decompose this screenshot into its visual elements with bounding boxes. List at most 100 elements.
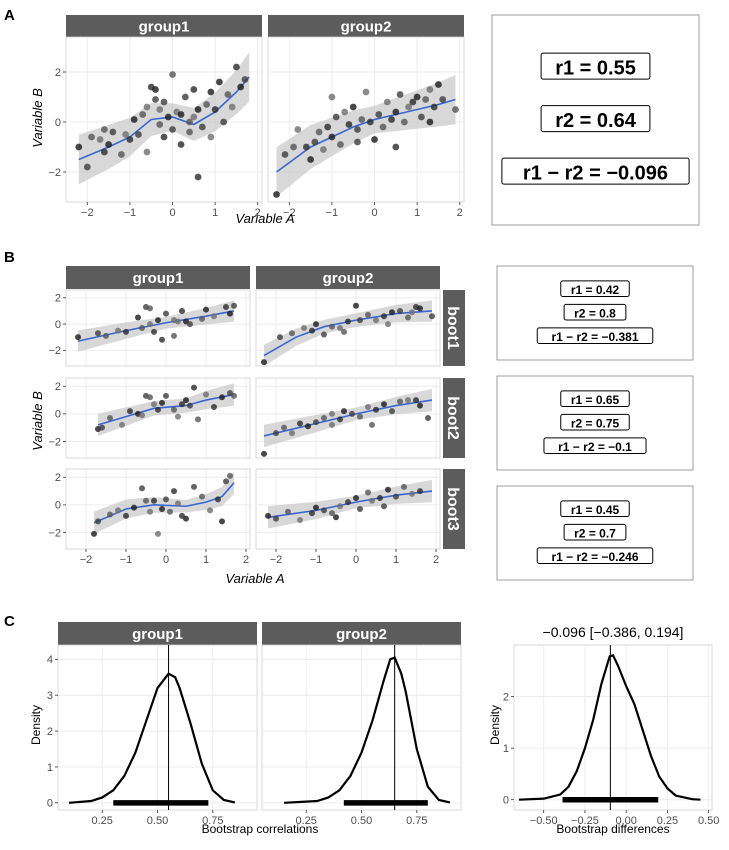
panel-b-boot3-group2-ticklabel-x: 1 <box>393 554 399 566</box>
panel-b-boot3-group2-ticklabel-x: 0 <box>353 554 359 566</box>
panel-a-group2-point <box>392 143 400 151</box>
panel-b-boot2-group2-point <box>405 397 411 404</box>
panel-a-group1-point <box>233 63 240 71</box>
panel-b-boot3-group2-point <box>381 503 387 510</box>
panel-a-group1-point <box>169 71 176 78</box>
panel-b-boot3-group1-point <box>155 530 161 537</box>
panel-b-boot3-strip-label: boot3 <box>444 487 461 531</box>
panel-b-boot1-group1-point <box>203 306 209 313</box>
panel-b-boot2-group1-smooth-line <box>97 393 235 426</box>
panel-a-stats-box <box>491 14 700 226</box>
panel-c-diff-ticklabel-x: −0.25 <box>571 815 599 827</box>
panel-a-group1-point <box>152 96 159 103</box>
panel-a-group1-point <box>207 133 215 141</box>
panel-a-group2-point <box>294 126 302 133</box>
panel-c-diff-ticklabel-x: −0.50 <box>530 815 558 827</box>
panel-b-boot3-group1-point <box>107 511 113 518</box>
panel-b-boot2-group2-point <box>369 421 375 428</box>
panel-b-boot3-stats-label-box <box>560 500 630 517</box>
panel-b-boot1-group2-point <box>321 331 327 338</box>
panel-b-boot1-stats-stat-text: r2 = 0.8 <box>574 306 616 320</box>
panel-b-boot3-stats-stat-text: r1 − r2 = −0.246 <box>551 550 638 564</box>
panel-b-boot3-group1-point <box>95 518 101 525</box>
panel-a-group1-point <box>224 91 232 98</box>
panel-b-boot3-group2-smooth-line <box>267 490 433 519</box>
panel-b-boot1-group1-point <box>135 314 141 321</box>
panel-b-boot3-group2-point <box>353 494 359 501</box>
panel-a-group2-point <box>392 108 400 116</box>
panel-b-boot3-group1-point <box>175 500 181 507</box>
panel-b-boot1-group2-point <box>289 330 295 337</box>
panel-a-group1-point <box>220 118 228 126</box>
panel-a-group1-point <box>109 128 117 136</box>
panel-b-boot3-group2-ticklabel-x: 2 <box>433 554 439 566</box>
panel-b-boot3-group2-point <box>385 486 391 493</box>
panel-b-boot3-group1-point <box>215 496 221 503</box>
panel-a-group1-point <box>88 133 95 141</box>
panel-b-boot3-group2-point <box>285 508 291 515</box>
panel-a-group2-point <box>405 103 413 111</box>
panel-b-boot3-group2-point <box>337 503 343 510</box>
panel-b-boot3-group2-point <box>313 504 319 511</box>
panel-a-group1-ticklabel-x: 0 <box>169 207 175 219</box>
panel-a-group2-point <box>426 86 434 93</box>
panel-b-boot2-group2-point <box>321 415 327 421</box>
panel-c-group1-ticklabel-y: 1 <box>47 762 53 774</box>
panel-a-group2-point <box>328 133 336 141</box>
panel-a-group2-point <box>422 96 430 103</box>
panel-b-boot1-group2-point <box>429 313 435 320</box>
panel-a-group2-point <box>371 136 378 143</box>
panel-c-group1-ticklabel-x: 0.25 <box>92 815 113 827</box>
panel-b-boot1-group1-ribbon <box>78 300 234 352</box>
panel-b-boot2-group1-point <box>231 392 237 399</box>
panel-b-boot2-group2-point <box>389 408 395 415</box>
panel-a-group2-ticklabel-x: −2 <box>283 207 296 219</box>
panel-b-boot1-strip-label: boot1 <box>444 306 461 350</box>
panel-a-group2-point <box>358 116 366 123</box>
panel-c-diff-ticklabel-x: 0.25 <box>657 815 678 827</box>
panel-c-x-axis-title: Bootstrap correlations <box>202 822 319 836</box>
panel-a-group1-point <box>211 106 219 113</box>
panel-b-boot2-group2-point <box>373 406 379 413</box>
panel-b-boot2-group1-ticklabel-y: −2 <box>48 436 61 448</box>
panel-a-group2-point <box>426 118 434 126</box>
panel-a-stats-stat-text: r2 = 0.64 <box>555 110 637 132</box>
panel-a-group1-point <box>241 76 249 83</box>
panel-a-group1-point <box>181 93 189 101</box>
panel-a-group1-point <box>83 163 91 171</box>
panel-label-c: C <box>4 613 15 630</box>
panel-b-boot3-strip <box>443 469 465 549</box>
panel-b-boot2-group2-point <box>341 408 347 415</box>
panel-a-group1-point <box>177 141 185 148</box>
panel-b-boot3-group2-point <box>377 494 383 501</box>
panel-a-group2-point <box>302 143 310 151</box>
panel-b-boot2-group1-point <box>171 406 177 413</box>
panel-b-boot1-group2-point <box>373 317 379 324</box>
panel-b-boot2-group1-point <box>99 424 105 431</box>
panel-a-group2-point <box>354 138 361 146</box>
panel-a-group1-point <box>126 136 134 143</box>
panel-b-boot3-group1-point <box>191 483 197 490</box>
panel-a-ticklabel-y: 0 <box>55 117 61 129</box>
panel-b-boot3-group1-ticklabel-x: −2 <box>80 554 93 566</box>
panel-b-boot3-group2-point <box>329 510 335 517</box>
panel-a-group1-ticklabel-x: 2 <box>255 207 261 219</box>
panel-b-boot1-group2-ribbon <box>264 300 432 367</box>
panel-a-group1-strip <box>66 15 262 37</box>
panel-a-stats-label-box <box>501 157 690 185</box>
panel-b-boot2-group1-point <box>219 394 225 401</box>
panel-b-boot3-group1-point <box>115 507 121 514</box>
panel-b-boot2-group2-point <box>413 397 419 404</box>
panel-b-boot1-stats-label-box <box>536 327 654 344</box>
panel-b-boot1-group1-point <box>151 328 157 335</box>
panel-a-group1-smooth-line <box>78 76 250 161</box>
panel-b-boot2-group2-point <box>289 430 295 437</box>
panel-b-boot1-group1-point <box>147 321 153 328</box>
panel-b-y-axis-title: Variable B <box>30 391 45 451</box>
panel-c-diff-ticklabel-y: 1 <box>503 743 509 755</box>
panel-a-group1-point <box>152 86 159 93</box>
panel-b-boot1-group2-point <box>381 313 387 320</box>
panel-b-boot3-group2-ticklabel-x: −1 <box>310 554 323 566</box>
panel-c-group2-ticklabel-x: 0.25 <box>296 815 317 827</box>
